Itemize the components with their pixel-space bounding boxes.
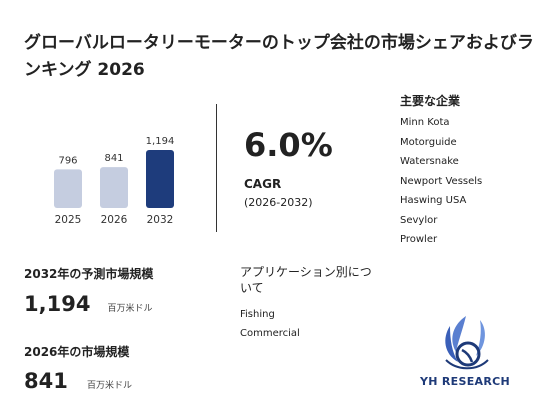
- company-item: Newport Vessels: [400, 175, 483, 187]
- current-size-row: 841 百万米ドル: [24, 369, 132, 393]
- bar-2025: [54, 169, 82, 208]
- bar-value-label: 841: [104, 153, 123, 164]
- application-item: Commercial: [240, 328, 300, 339]
- cagr-period: (2026-2032): [244, 196, 313, 209]
- bar-2032: [146, 150, 174, 208]
- page-title: グローバルロータリーモーターのトップ会社の市場シェアおよびランキング 2026: [24, 33, 534, 80]
- forecast-size-row: 1,194 百万米ドル: [24, 292, 153, 316]
- company-item: Watersnake: [400, 156, 459, 167]
- cagr-label: CAGR: [244, 177, 282, 191]
- forecast-size-unit: 百万米ドル: [107, 304, 153, 314]
- forecast-size-value: 1,194: [24, 292, 91, 316]
- company-item: Minn Kota: [400, 117, 450, 128]
- bar-category-label: 2032: [147, 214, 174, 226]
- applications-heading: アプリケーション別について: [240, 265, 372, 295]
- forecast-size-heading: 2032年の予測市場規模: [24, 267, 154, 281]
- application-item: Fishing: [240, 309, 275, 320]
- company-item: Prowler: [400, 234, 438, 245]
- market-size-bar-chart: 796 2025 841 2026 1,194 2032: [54, 136, 175, 226]
- bar-value-label: 1,194: [146, 136, 175, 147]
- brand-name: YH RESEARCH: [420, 375, 510, 388]
- current-size-heading: 2026年の市場規模: [24, 345, 130, 359]
- brand-logo-icon: [445, 316, 489, 370]
- section-divider: [216, 104, 217, 232]
- bar-2026: [100, 167, 128, 208]
- company-item: Motorguide: [400, 136, 457, 148]
- bar-category-label: 2026: [101, 214, 128, 226]
- applications-list: Fishing Commercial: [240, 308, 300, 346]
- current-size-value: 841: [24, 369, 68, 393]
- company-item: Haswing USA: [400, 195, 467, 206]
- key-companies-heading: 主要な企業: [400, 94, 461, 108]
- cagr-value: 6.0%: [244, 126, 333, 164]
- bar-category-label: 2025: [55, 214, 82, 226]
- bar-value-label: 796: [58, 155, 77, 166]
- current-size-unit: 百万米ドル: [86, 381, 132, 391]
- company-list: Minn Kota Motorguide Watersnake Newport …: [400, 116, 482, 253]
- company-item: Sevylor: [400, 214, 438, 226]
